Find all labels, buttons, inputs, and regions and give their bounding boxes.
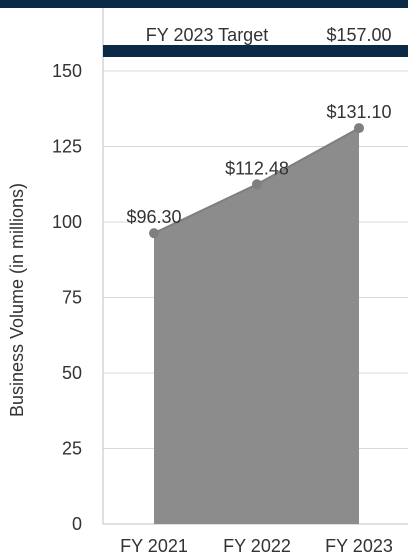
y-tick-label-125: 125 — [52, 137, 82, 157]
x-tick-labels: FY 2021 FY 2022 FY 2023 — [120, 536, 393, 556]
y-tick-label-75: 75 — [62, 288, 82, 308]
x-tick-label-3: FY 2023 — [325, 536, 393, 556]
y-tick-label-25: 25 — [62, 439, 82, 459]
data-label-2: $112.48 — [225, 158, 289, 178]
y-tick-label-100: 100 — [52, 212, 82, 232]
data-point-1 — [149, 228, 159, 239]
target-line — [103, 45, 408, 57]
grid-lines — [102, 8, 408, 525]
target-label: FY 2023 Target — [146, 25, 268, 45]
data-label-1: $96.30 — [126, 207, 181, 227]
data-point-2 — [252, 179, 262, 190]
target-value-label: $157.00 — [326, 25, 391, 45]
x-tick-label-2: FY 2022 — [223, 536, 291, 556]
target-line-group: FY 2023 Target $157.00 — [103, 25, 408, 57]
y-tick-labels: 0 25 50 75 100 125 150 — [52, 61, 82, 534]
y-tick-label-150: 150 — [52, 61, 82, 81]
area-fill — [154, 128, 359, 524]
top-band — [0, 0, 408, 8]
data-points: $96.30 $112.48 $131.10 — [126, 102, 392, 239]
y-tick-label-0: 0 — [72, 514, 82, 534]
data-label-3: $131.10 — [326, 102, 391, 122]
x-tick-label-1: FY 2021 — [120, 536, 188, 556]
y-axis-label: Business Volume (in millions) — [7, 183, 27, 417]
data-point-3 — [354, 123, 364, 134]
y-tick-label-50: 50 — [62, 363, 82, 383]
